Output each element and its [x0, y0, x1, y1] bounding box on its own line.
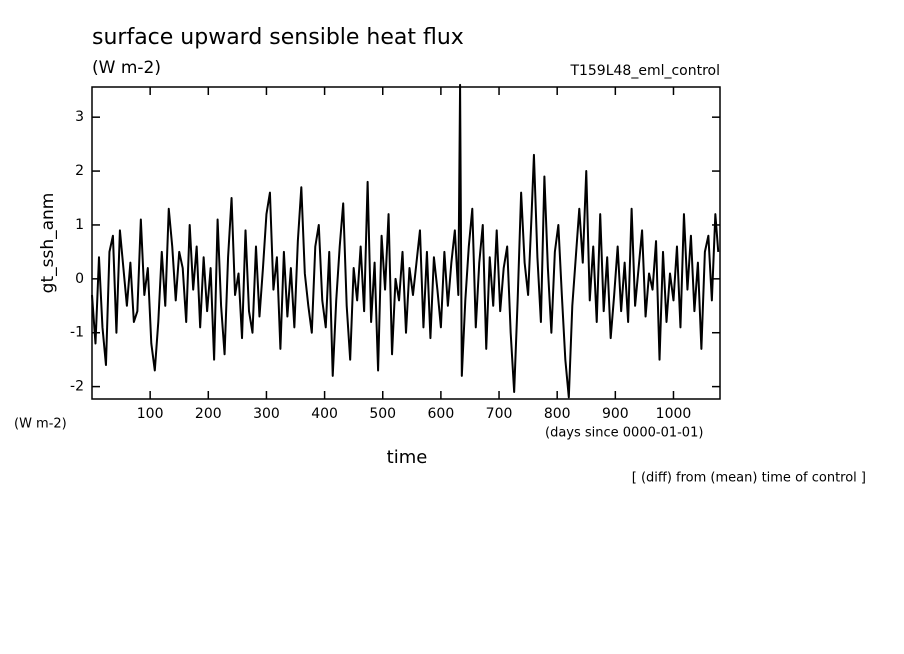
x-tick-label: 100	[137, 406, 164, 422]
note: [ (diff) from (mean) time of control ]	[632, 471, 866, 486]
y-units: (W m-2)	[14, 417, 67, 432]
x-tick-label: 700	[486, 406, 513, 422]
x-tick-label: 600	[428, 406, 455, 422]
y-tick-label: 1	[75, 217, 84, 233]
x-axis-label: time	[387, 447, 428, 468]
y-tick-label: 0	[75, 271, 84, 287]
y-tick-label: 3	[75, 109, 84, 125]
x-tick-label: 200	[195, 406, 222, 422]
x-tick-label: 500	[369, 406, 396, 422]
x-tick-label: 1000	[656, 406, 692, 422]
plot-frame	[91, 86, 721, 400]
y-tick-label: -1	[70, 325, 84, 341]
y-tick-label: 2	[75, 163, 84, 179]
data-line	[91, 83, 720, 399]
x-tick-label: 300	[253, 406, 280, 422]
x-tick-label: 900	[602, 406, 629, 422]
x-tick-label: 800	[544, 406, 571, 422]
x-units: (days since 0000-01-01)	[545, 426, 703, 441]
y-tick-label: -2	[70, 379, 84, 395]
run-label: T159L48_eml_control	[569, 63, 720, 79]
y-axis-label: gt_ssh_anm	[38, 193, 58, 294]
chart-title: surface upward sensible heat flux	[92, 25, 464, 50]
x-tick-label: 400	[311, 406, 338, 422]
units: (W m-2)	[92, 58, 161, 78]
